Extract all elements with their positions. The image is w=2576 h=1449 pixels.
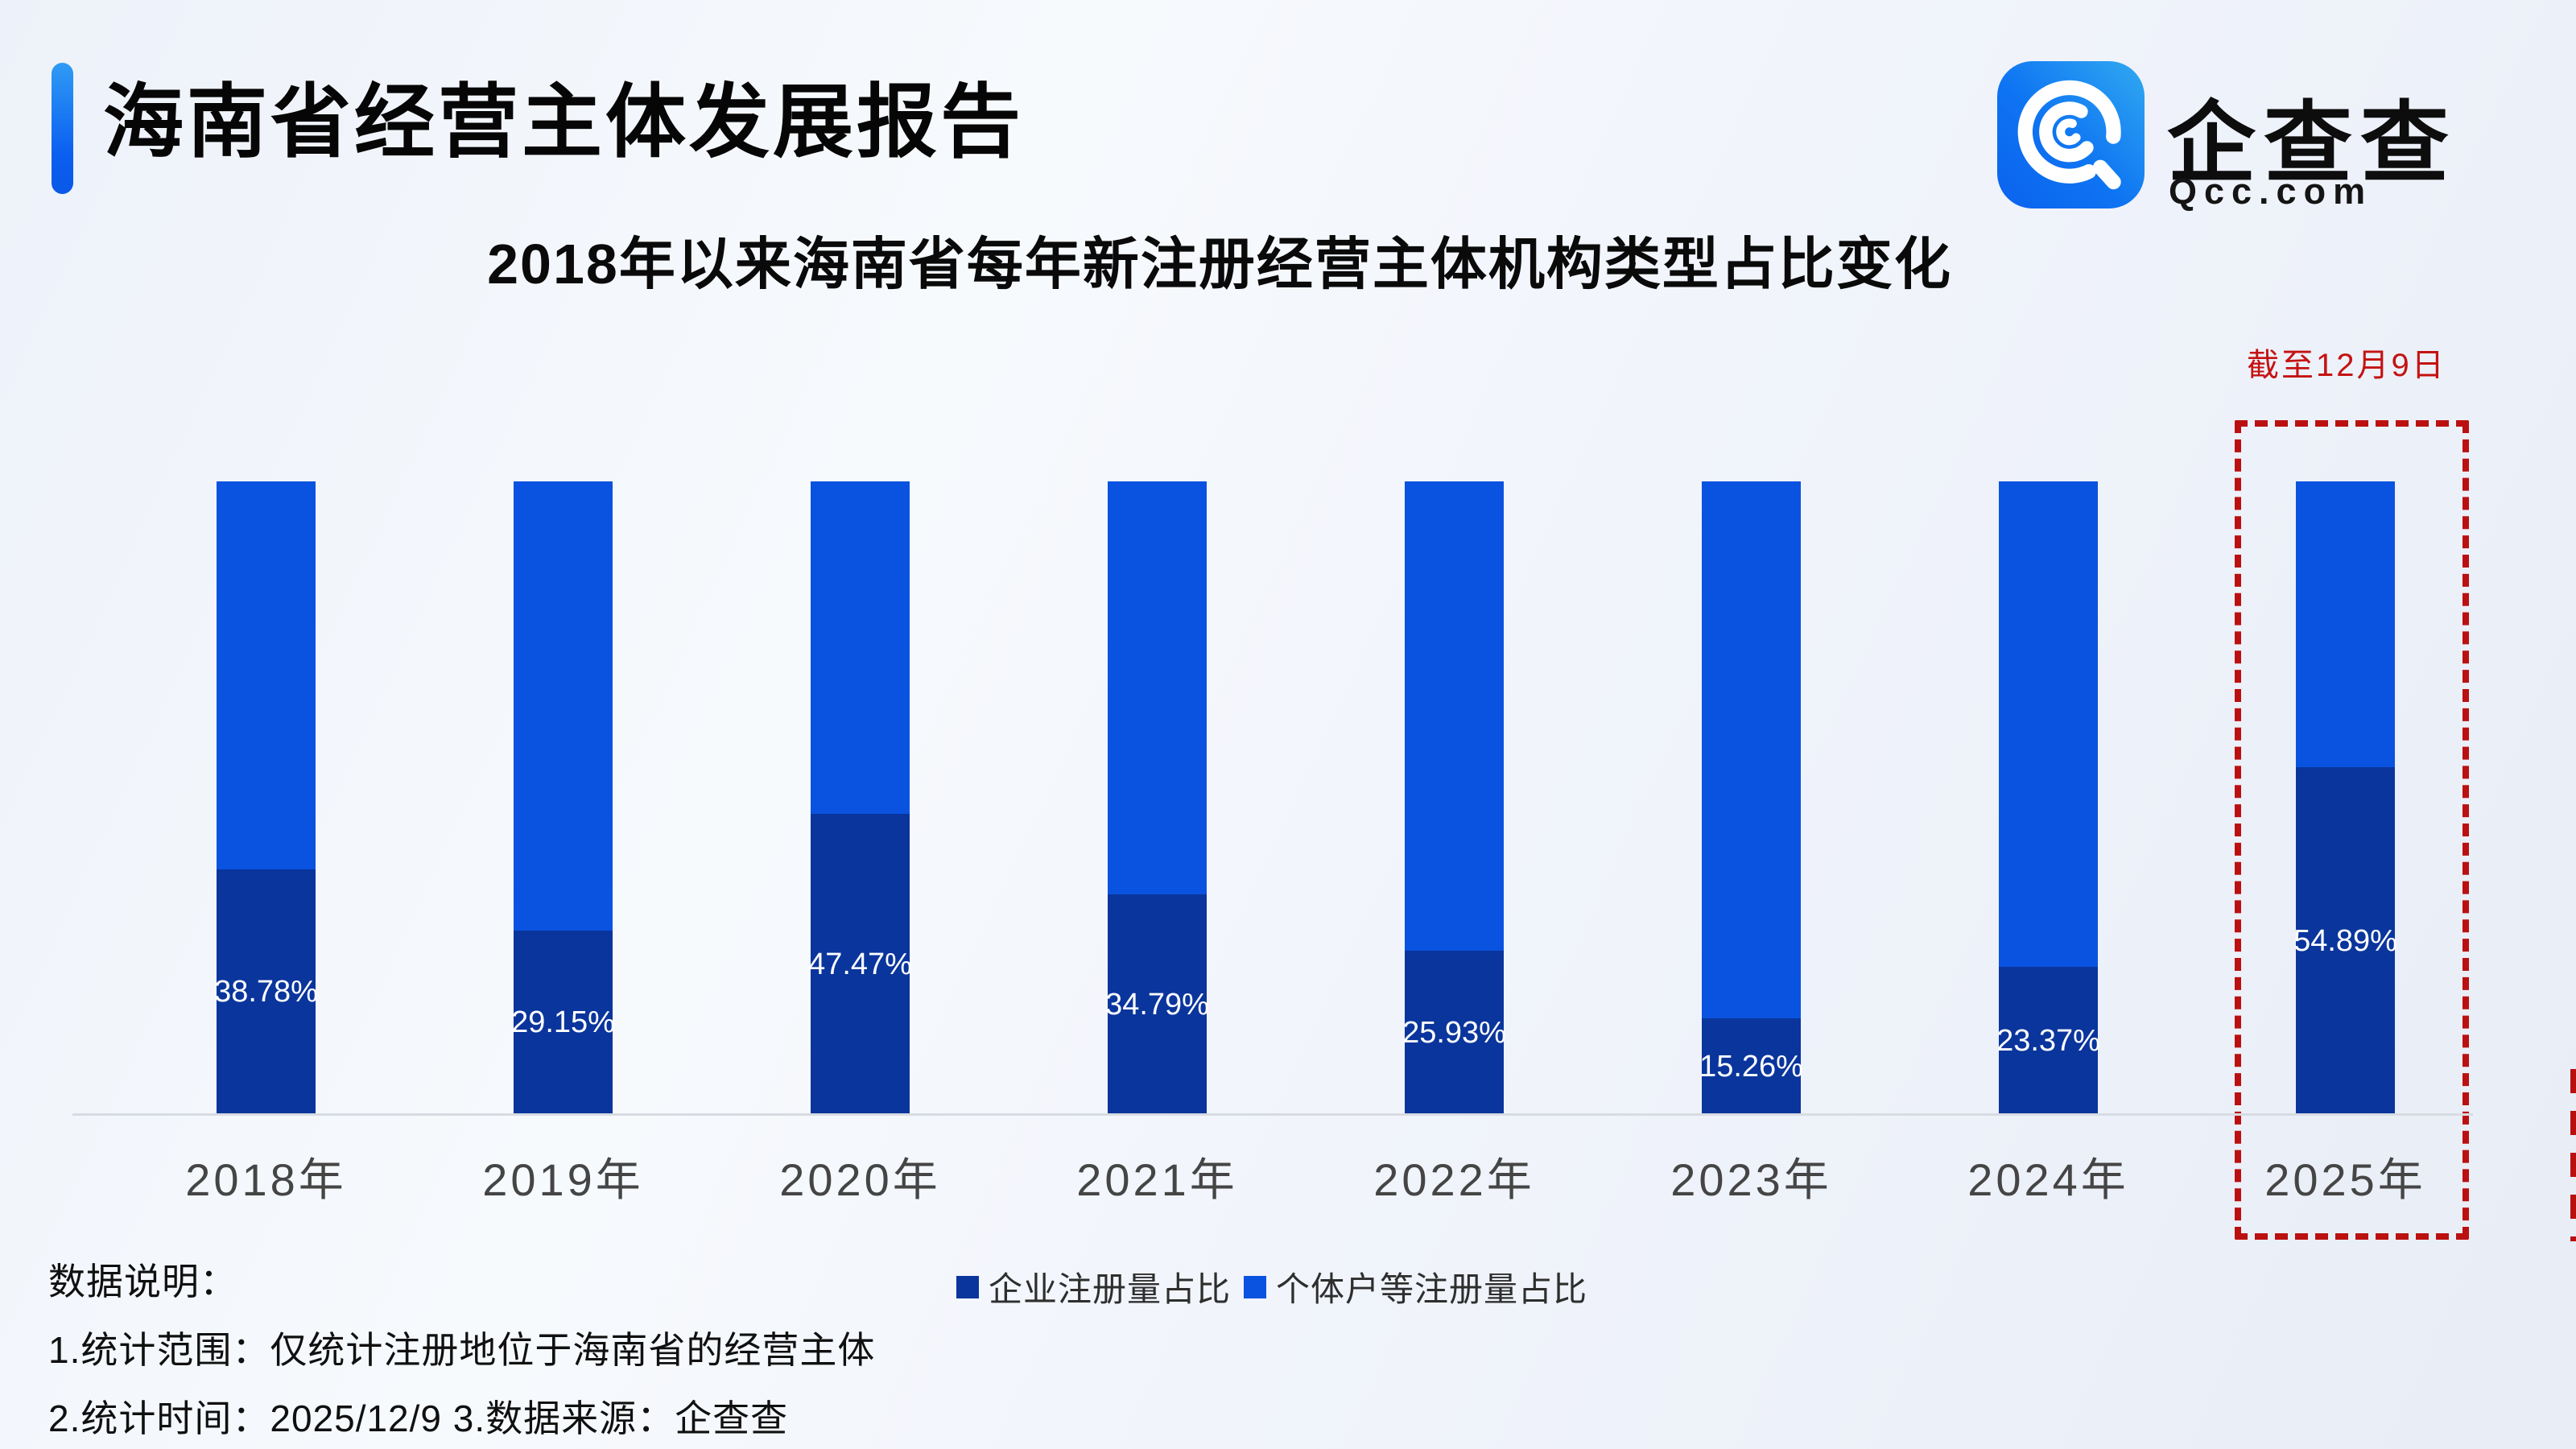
value-label: 38.78% [214,975,318,1009]
legend-item-individual: 个体户等注册量占比 [1244,1262,1587,1311]
value-label: 23.37% [1996,1023,2100,1058]
notes-line-1: 1.统计范围：仅统计注册地位于海南省的经营主体 [48,1329,876,1371]
segment-individual [811,481,910,814]
logo-domain-text: Qcc.com [2169,171,2373,212]
segment-company: 23.37% [1996,967,2100,1115]
x-axis-label: 2021年 [1076,1154,1238,1205]
segment-company: 34.79% [1105,894,1209,1115]
chart-title: 2018年以来海南省每年新注册经营主体机构类型占比变化 [487,233,1952,295]
segment-individual [514,481,613,931]
x-axis-line [72,1113,2473,1116]
x-axis-label: 2022年 [1373,1154,1535,1205]
value-label: 15.26% [1699,1049,1803,1084]
legend-label-individual: 个体户等注册量占比 [1276,1270,1588,1308]
segment-individual [1999,481,2098,967]
legend-item-company: 企业注册量占比 [956,1262,1231,1311]
highlight-dashed-box [2235,420,2469,1240]
notes-heading: 数据说明： [48,1261,237,1302]
segment-individual [2296,481,2395,767]
bar-2023年: 15.26% [1699,481,1803,1115]
segment-company: 15.26% [1699,1018,1803,1115]
segment-company: 47.47% [808,814,912,1115]
page-title: 海南省经营主体发展报告 [103,77,1024,167]
x-axis-label: 2018年 [185,1154,347,1205]
segment-individual [217,481,316,869]
value-label: 25.93% [1402,1015,1506,1050]
value-label: 34.79% [1105,987,1209,1022]
legend-swatch-company [956,1275,979,1298]
logo-brand-text: 企查查 [2167,94,2457,193]
segment-company: 38.78% [214,869,318,1115]
cutoff-date-annotation: 截至12月9日 [2247,348,2446,383]
bar-2021年: 34.79% [1105,481,1209,1115]
bar-2022年: 25.93% [1402,481,1506,1115]
bar-2024年: 23.37% [1996,481,2100,1115]
notes-line-2: 2.统计时间：2025/12/9 3.数据来源：企查查 [48,1397,789,1439]
title-accent-bar [52,63,73,194]
legend-swatch-individual [1244,1275,1267,1298]
segment-individual [1405,481,1504,951]
x-axis-label: 2025年 [2264,1154,2426,1205]
bar-2018年: 38.78% [214,481,318,1115]
x-axis-label: 2019年 [482,1154,644,1205]
legend-label-company: 企业注册量占比 [989,1270,1232,1308]
value-label: 47.47% [808,947,912,981]
qcc-logo-mark [2017,80,2121,190]
qcc-logo-icon [1997,61,2145,208]
segment-company: 54.89% [2293,767,2397,1115]
cropped-dashed-line [2570,1069,2576,1241]
segment-individual [1108,481,1207,894]
chart-legend: 企业注册量占比 个体户等注册量占比 [956,1262,1587,1311]
x-axis-label: 2024年 [1967,1154,2129,1205]
segment-company: 25.93% [1402,951,1506,1115]
bar-2020年: 47.47% [808,481,912,1115]
value-label: 29.15% [511,1005,615,1039]
bar-2019年: 29.15% [511,481,615,1115]
segment-individual [1702,481,1801,1018]
x-axis-label: 2023年 [1670,1154,1832,1205]
x-axis-label: 2020年 [779,1154,941,1205]
value-label: 54.89% [2293,923,2397,958]
bar-2025年: 54.89% [2293,481,2397,1115]
segment-company: 29.15% [511,931,615,1115]
